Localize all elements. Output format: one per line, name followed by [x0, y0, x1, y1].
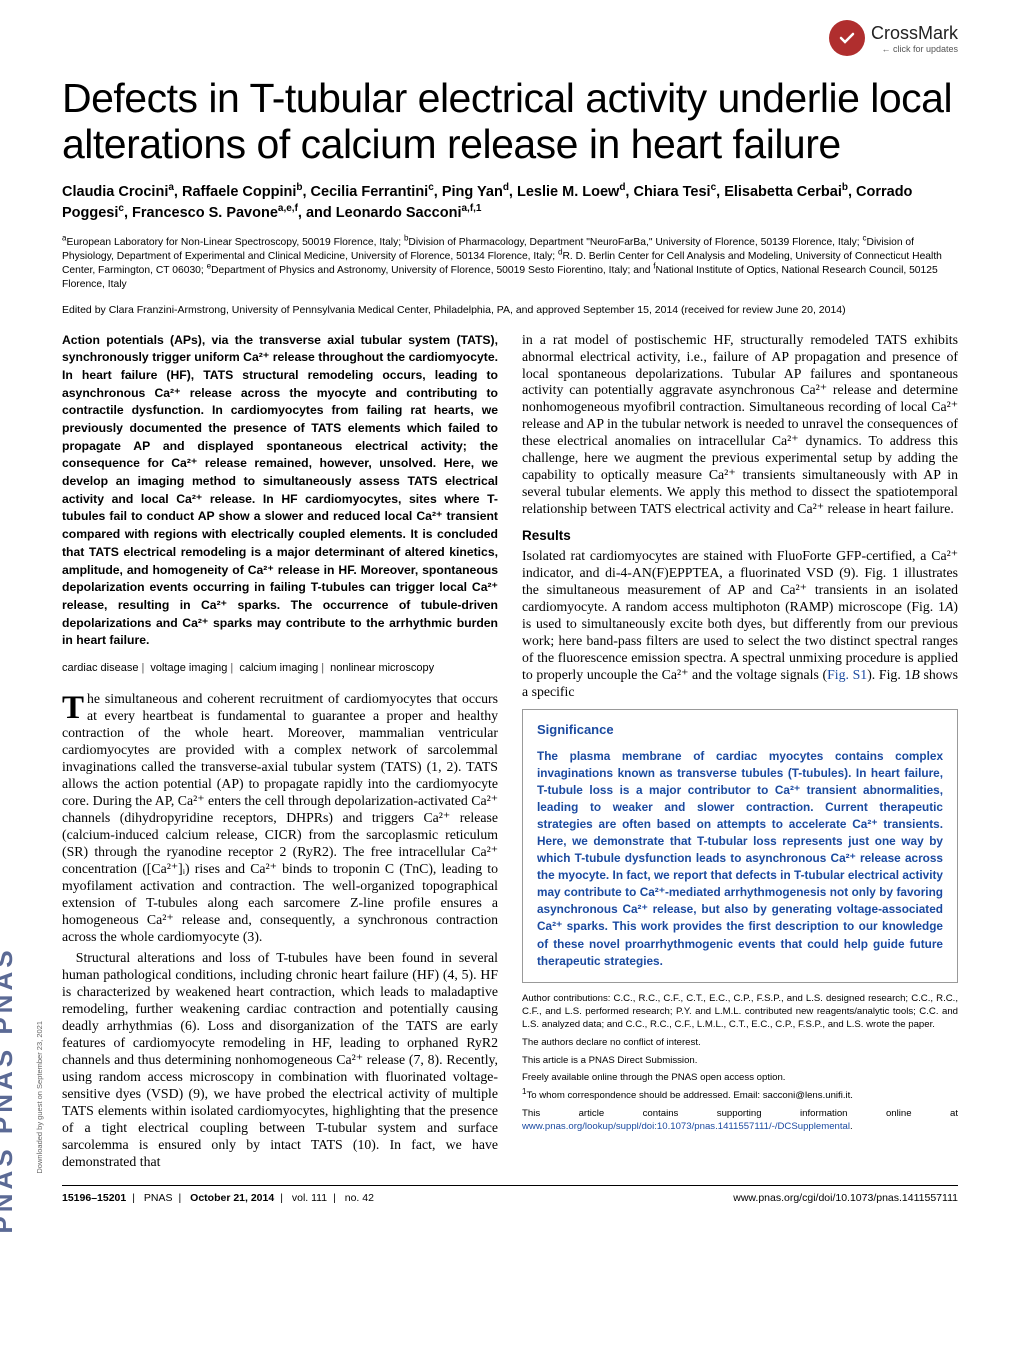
results-paragraph-1: Isolated rat cardiomyocytes are stained … [522, 548, 958, 701]
footer-left: 15196–15201| PNAS| October 21, 2014| vol… [62, 1192, 374, 1204]
edited-by: Edited by Clara Franzini-Armstrong, Univ… [62, 303, 958, 317]
intro-paragraph-2: Structural alterations and loss of T-tub… [62, 950, 498, 1171]
page-footer: 15196–15201| PNAS| October 21, 2014| vol… [62, 1192, 958, 1204]
significance-body: The plasma membrane of cardiac myocytes … [537, 748, 943, 970]
article-title: Defects in T-tubular electrical activity… [62, 76, 958, 168]
keyword: cardiac disease [62, 662, 138, 674]
correspondence: 1To whom correspondence should be addres… [522, 1090, 958, 1103]
author-contributions: Author contributions: C.C., R.C., C.F., … [522, 993, 958, 1032]
open-access: Freely available online through the PNAS… [522, 1072, 958, 1085]
crossmark-sub: ← click for updates [871, 44, 958, 54]
dropcap: T [62, 691, 87, 722]
footer-doi: www.pnas.org/cgi/doi/10.1073/pnas.141155… [733, 1192, 958, 1204]
keywords: cardiac disease| voltage imaging| calciu… [62, 662, 498, 676]
supporting-info: This article contains supporting informa… [522, 1108, 958, 1134]
intro-paragraph-1: The simultaneous and coherent recruitmen… [62, 691, 498, 946]
submission-type: This article is a PNAS Direct Submission… [522, 1055, 958, 1068]
col2-continuation: in a rat model of postischemic HF, struc… [522, 332, 958, 519]
page: CrossMark ← click for updates Defects in… [0, 0, 1020, 1234]
download-note: Downloaded by guest on September 23, 202… [35, 1021, 44, 1174]
keyword: nonlinear microscopy [330, 662, 434, 674]
crossmark-label: CrossMark [871, 23, 958, 43]
two-column-body: Action potentials (APs), via the transve… [62, 332, 958, 1171]
significance-box: Significance The plasma membrane of card… [522, 709, 958, 983]
affiliations: aEuropean Laboratory for Non-Linear Spec… [62, 236, 958, 292]
keyword: voltage imaging [150, 662, 227, 674]
author-list: Claudia Crocinia, Raffaele Coppinib, Cec… [62, 182, 958, 224]
results-heading: Results [522, 528, 958, 545]
crossmark-badge[interactable]: CrossMark ← click for updates [829, 20, 958, 56]
conflict-statement: The authors declare no conflict of inter… [522, 1037, 958, 1050]
significance-heading: Significance [537, 722, 943, 738]
keyword: calcium imaging [239, 662, 318, 674]
crossmark-icon [829, 20, 865, 56]
footnotes: Author contributions: C.C., R.C., C.F., … [522, 993, 958, 1134]
footer-rule [62, 1185, 958, 1186]
abstract: Action potentials (APs), via the transve… [62, 332, 498, 650]
